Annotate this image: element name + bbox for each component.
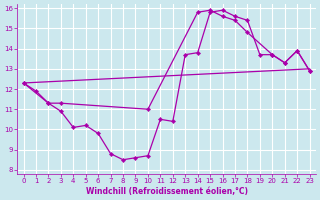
X-axis label: Windchill (Refroidissement éolien,°C): Windchill (Refroidissement éolien,°C) — [85, 187, 248, 196]
